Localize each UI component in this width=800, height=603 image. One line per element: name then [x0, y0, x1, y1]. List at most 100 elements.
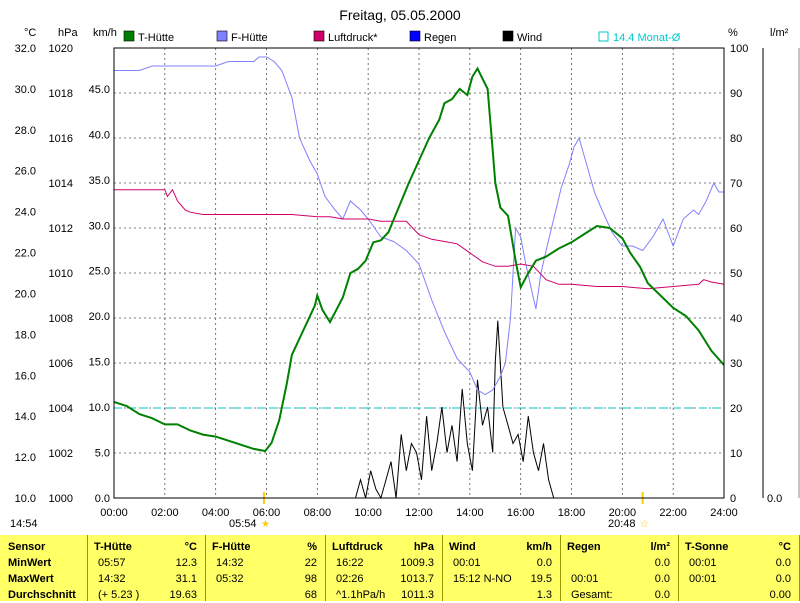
x-tick-label: 22:00: [659, 507, 687, 519]
axis-unit-label: hPa: [58, 27, 78, 39]
axis-unit-label: km/h: [93, 27, 117, 39]
x-tick-label: 16:00: [507, 507, 535, 519]
row-label-avg: Durchschnitt: [8, 589, 76, 601]
plot-frame: [113, 47, 725, 499]
stats-time: 00:01: [689, 557, 717, 569]
row-label-min: MinWert: [8, 557, 52, 569]
temp-tick-label: 20.0: [15, 288, 36, 300]
monthly-avg-label: 14.4 Monat-Ø: [613, 32, 681, 44]
temp-tick-label: 30.0: [15, 84, 36, 96]
temp-tick-label: 22.0: [15, 248, 36, 260]
x-tick-label: 24:00: [710, 507, 738, 519]
temp-tick-label: 14.0: [15, 411, 36, 423]
humidity-tick-label: 20: [730, 403, 742, 415]
axis-unit-label: °C: [24, 27, 36, 39]
legend-label: T-Hütte: [138, 32, 174, 44]
series-line-wind: [355, 320, 559, 500]
stats-panel-unit: hPa: [413, 541, 434, 553]
stats-panel-unit: %: [307, 541, 317, 553]
x-tick-label: 06:00: [253, 507, 281, 519]
stats-value: 1.3: [536, 589, 552, 601]
wind-tick-label: 25.0: [89, 266, 110, 278]
stats-panel-title: Wind: [449, 541, 476, 553]
x-tick-label: 12:00: [405, 507, 433, 519]
temp-tick-label: 32.0: [15, 43, 36, 55]
stats-panel-tsonne: T-Sonne °C 00:01 0.0 00:01 0.0 0.00: [679, 535, 800, 601]
stats-panel-regen: Regen l/m² 0.0 00:01 0.0 Gesamt: 0.0: [561, 535, 679, 601]
humidity-tick-label: 70: [730, 178, 742, 190]
statistics-table: Sensor MinWert MaxWert Durchschnitt T-Hü…: [0, 535, 800, 601]
pressure-tick-label: 1008: [49, 313, 73, 325]
chart-grid: [114, 48, 724, 498]
humidity-tick-label: 80: [730, 133, 742, 145]
stats-value: 31.1: [175, 573, 197, 585]
stats-time: ^1.1hPa/h: [336, 589, 386, 601]
stats-value: 0.0: [775, 573, 791, 585]
axis-unit-label: %: [728, 27, 738, 39]
row-label-max: MaxWert: [8, 573, 54, 585]
stats-time: 05:32: [216, 573, 244, 585]
stats-time: 02:26: [336, 573, 364, 585]
humidity-tick-label: 30: [730, 358, 742, 370]
stats-panel-wind: Wind km/h 00:01 0.0 15:12 N-NO 19.5 1.3: [443, 535, 561, 601]
temp-tick-label: 28.0: [15, 125, 36, 137]
stats-panel-title: F-Hütte: [212, 541, 251, 553]
stats-time: Gesamt:: [571, 589, 613, 601]
pressure-tick-label: 1016: [49, 133, 73, 145]
stats-value: 0.0: [536, 557, 552, 569]
stats-value: 98: [304, 573, 317, 585]
stats-labels-panel: Sensor MinWert MaxWert Durchschnitt: [0, 535, 88, 601]
rain-tick-label: 0.0: [767, 493, 782, 505]
stats-panel-unit: km/h: [526, 541, 552, 553]
wind-tick-label: 40.0: [89, 129, 110, 141]
axis-ticks: °C hPa km/h% l/m² 32.0 30.0 28.0 26.0 24.0 22.0 20…: [15, 27, 789, 519]
temp-tick-label: 24.0: [15, 207, 36, 219]
x-tick-label: 20:00: [609, 507, 637, 519]
chart-title: Freitag, 05.05.2000: [339, 7, 461, 23]
temp-tick-label: 12.0: [15, 452, 36, 464]
legend-label: Luftdruck*: [328, 32, 378, 44]
temp-tick-label: 16.0: [15, 370, 36, 382]
stats-value: 0.0: [775, 557, 791, 569]
pressure-tick-label: 1012: [49, 223, 73, 235]
pressure-tick-label: 1018: [49, 88, 73, 100]
stats-time: 16:22: [336, 557, 364, 569]
legend-label: Regen: [424, 32, 456, 44]
series-line-fhtte: [114, 56, 724, 396]
humidity-tick-label: 10: [730, 448, 742, 460]
humidity-tick-label: 50: [730, 268, 742, 280]
humidity-tick-label: 90: [730, 88, 742, 100]
monthly-avg-swatch: [598, 31, 609, 42]
wind-tick-label: 30.0: [89, 220, 110, 232]
temp-tick-label: 18.0: [15, 329, 36, 341]
series-line-luftdruck: [114, 188, 725, 290]
stats-value: 19.63: [169, 589, 197, 601]
temp-tick-label: 26.0: [15, 166, 36, 178]
x-tick-label: 14:00: [456, 507, 484, 519]
stats-value: 1013.7: [400, 573, 434, 585]
stats-value: 0.00: [769, 589, 791, 601]
x-tick-label: 10:00: [354, 507, 382, 519]
stats-panel-title: T-Sonne: [685, 541, 729, 553]
pressure-tick-label: 1006: [49, 358, 73, 370]
stats-panel-title: T-Hütte: [94, 541, 132, 553]
x-tick-label: 00:00: [100, 507, 128, 519]
wind-tick-label: 15.0: [89, 357, 110, 369]
stats-panel-fhtte: F-Hütte% 14:32 22 05:32 98 68: [206, 535, 326, 601]
x-tick-label: 02:00: [151, 507, 179, 519]
stats-panel-thtte: T-Hütte °C 05:57 12.3 14:32 31.1 (+ 5.23 ) 19.6…: [88, 535, 206, 601]
pressure-tick-label: 1014: [49, 178, 73, 190]
wind-tick-label: 35.0: [89, 175, 110, 187]
stats-time: 15:12 N-NO: [453, 573, 512, 585]
stats-value: 0.0: [654, 557, 670, 569]
sunrise-icon: ★: [261, 519, 270, 530]
wind-tick-label: 0.0: [95, 493, 110, 505]
humidity-tick-label: 0: [730, 493, 736, 505]
sunset-label: 20:48: [608, 518, 636, 530]
pressure-tick-label: 1020: [49, 43, 73, 55]
legend-label: Wind: [517, 32, 542, 44]
legend-swatch: [216, 30, 228, 42]
sunset-icon: ☆: [640, 519, 649, 530]
stats-time: 00:01: [571, 573, 599, 585]
pressure-tick-label: 1004: [49, 403, 73, 415]
